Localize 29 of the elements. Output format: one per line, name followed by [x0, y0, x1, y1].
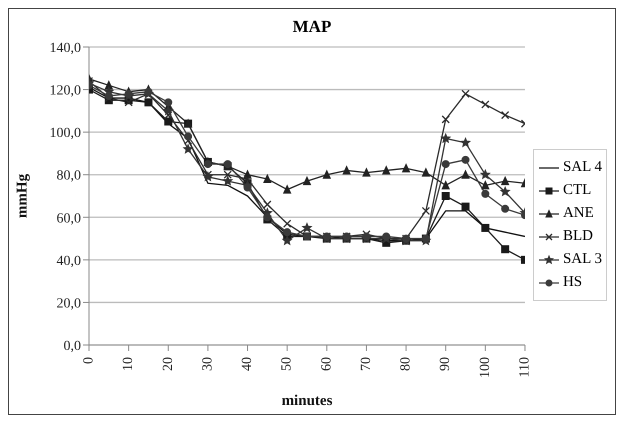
legend-label: BLD [562, 228, 593, 245]
y-tick-label: 140,0 [50, 40, 81, 56]
x-tick-label: 70 [358, 357, 374, 371]
y-tick-label: 20,0 [56, 296, 81, 312]
x-tick-label: 40 [240, 357, 256, 371]
y-tick-label: 80,0 [56, 168, 81, 184]
x-axis-title: minutes [282, 393, 333, 409]
x-tick-label: 110 [517, 357, 532, 378]
x-tick-label: 50 [280, 357, 295, 371]
legend-label: ANE [562, 205, 594, 222]
x-tick-label: 0 [82, 357, 96, 364]
x-tick-label: 20 [160, 357, 176, 371]
chart-title: MAP [292, 17, 332, 38]
x-tick-label: 60 [319, 357, 334, 371]
x-tick-label: 90 [438, 357, 454, 371]
y-tick-label: 120,0 [50, 84, 81, 99]
x-tick-label: 30 [200, 357, 216, 371]
legend-label: CTL [562, 182, 592, 199]
legend-label: SAL 3 [562, 251, 602, 268]
legend-label: HS [562, 274, 582, 291]
y-tick-label: 0,0 [64, 338, 81, 354]
y-tick-label: 60,0 [56, 211, 81, 226]
x-tick-label: 10 [121, 357, 136, 371]
y-tick-label: 100,0 [50, 126, 81, 142]
legend-label: SAL 4 [562, 159, 602, 176]
y-axis-title: mmHg [14, 173, 30, 218]
x-tick-label: 100 [478, 357, 493, 378]
x-tick-label: 80 [398, 357, 414, 371]
y-tick-label: 40,0 [56, 254, 81, 269]
